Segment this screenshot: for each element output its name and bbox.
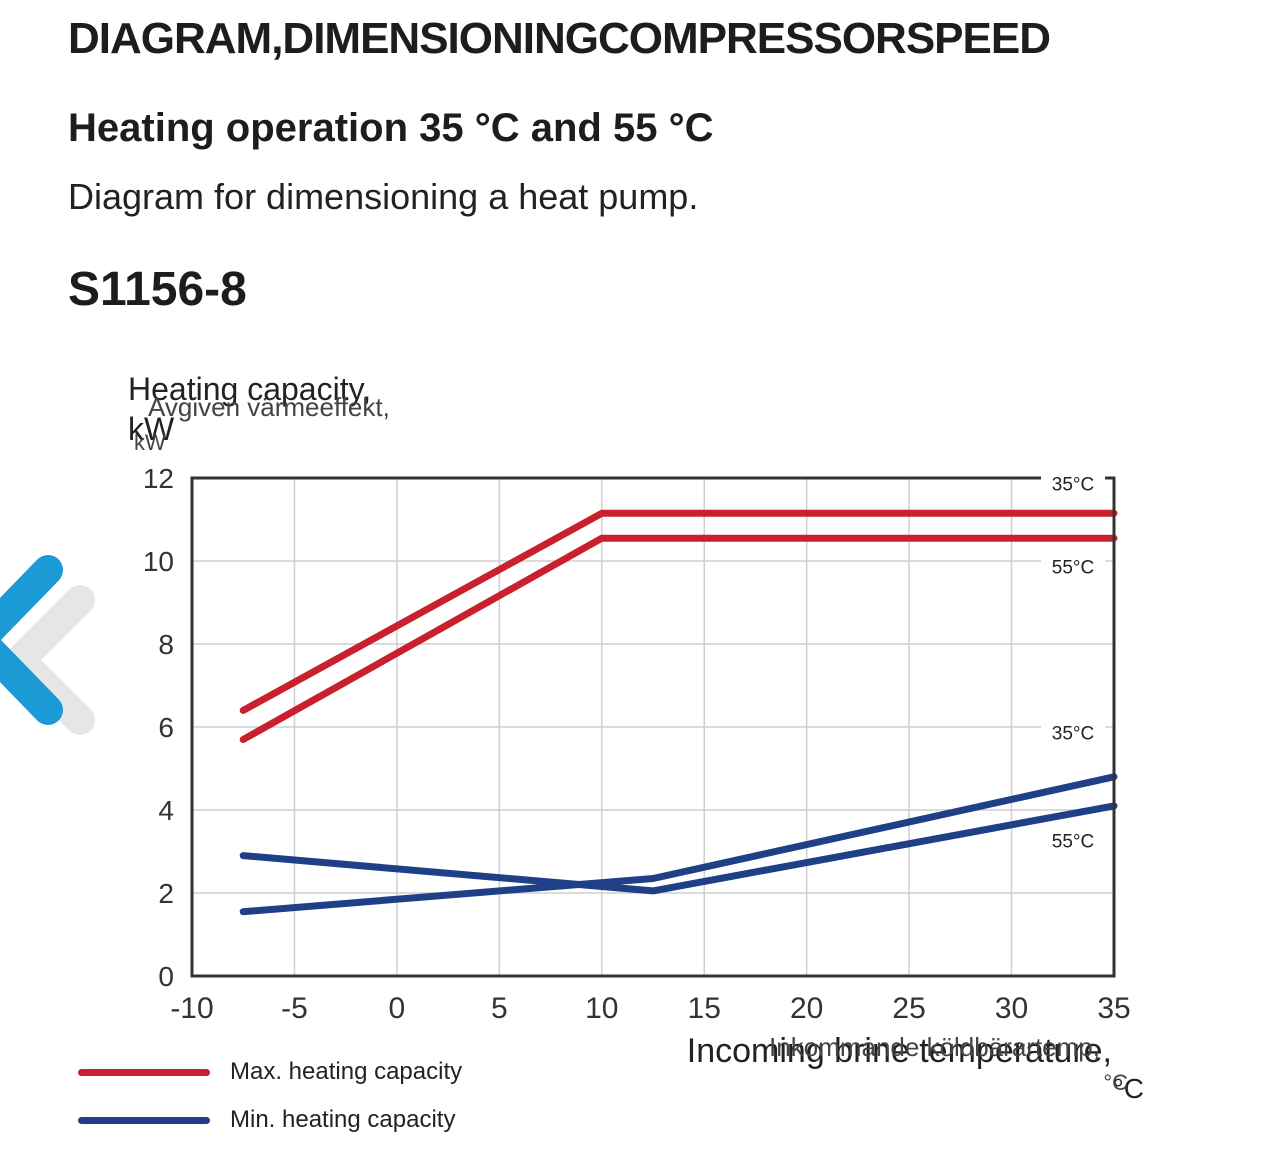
legend-label-min: Min. heating capacity bbox=[230, 1106, 456, 1133]
x-tick-label-6: 20 bbox=[790, 992, 823, 1025]
y-axis-unit-en: kW bbox=[128, 411, 175, 447]
model-title: S1156-8 bbox=[68, 263, 247, 316]
x-axis-unit-sv: °C bbox=[1103, 1070, 1128, 1095]
x-tick-label-1: -5 bbox=[281, 992, 308, 1025]
legend-swatch-min bbox=[78, 1116, 210, 1124]
y-tick-label-6: 12 bbox=[143, 463, 174, 494]
x-tick-label-3: 5 bbox=[491, 992, 508, 1025]
curve-label-2: 35°C bbox=[1052, 723, 1094, 744]
chevron-left-icon[interactable] bbox=[0, 540, 110, 780]
x-tick-label-5: 15 bbox=[688, 992, 721, 1025]
x-tick-label-0: -10 bbox=[170, 992, 213, 1025]
curve-label-1: 55°C bbox=[1052, 557, 1094, 578]
x-tick-label-9: 35 bbox=[1097, 992, 1130, 1025]
y-tick-label-2: 4 bbox=[158, 795, 174, 826]
y-axis-unit-sv: kW bbox=[134, 430, 166, 455]
x-axis-unit-en: °C bbox=[1113, 1073, 1144, 1104]
series-line-max-1 bbox=[239, 534, 1118, 743]
x-tick-label-4: 10 bbox=[585, 992, 618, 1025]
series-line-min-2 bbox=[239, 773, 1118, 916]
y-axis-label-sv: Avgiven värmeeffekt, bbox=[148, 392, 390, 422]
curve-label-bg-1 bbox=[1041, 553, 1106, 582]
series-line-min-3 bbox=[239, 802, 1118, 895]
series-line-max-0 bbox=[239, 509, 1118, 714]
x-axis-label-en: Incoming brine temperature, bbox=[687, 1032, 1112, 1070]
curve-label-0: 35°C bbox=[1052, 474, 1094, 495]
curve-label-bg-3 bbox=[1041, 827, 1106, 856]
y-axis-label-en: Heating capacity, bbox=[128, 371, 371, 407]
x-tick-label-8: 30 bbox=[995, 992, 1028, 1025]
x-axis-label-sv: Inkommande köldbärartemp, bbox=[769, 1032, 1100, 1062]
intro-text: Diagram for dimensioning a heat pump. bbox=[68, 176, 699, 217]
y-tick-label-0: 0 bbox=[158, 961, 174, 992]
curve-label-bg-0 bbox=[1041, 470, 1106, 499]
y-tick-label-5: 10 bbox=[143, 546, 174, 577]
curve-label-bg-2 bbox=[1041, 719, 1106, 748]
legend-label-max: Max. heating capacity bbox=[230, 1058, 463, 1085]
x-tick-label-2: 0 bbox=[389, 992, 406, 1025]
plot-frame bbox=[190, 476, 1116, 978]
legend-item-max: Max. heating capacity bbox=[78, 1057, 462, 1087]
legend-item-min: Min. heating capacity bbox=[78, 1105, 455, 1135]
curve-label-3: 55°C bbox=[1052, 831, 1094, 852]
legend-swatch-max bbox=[78, 1068, 210, 1076]
y-tick-label-3: 6 bbox=[158, 712, 174, 743]
y-tick-label-1: 2 bbox=[158, 878, 174, 909]
page-heading: DIAGRAM,DIMENSIONINGCOMPRESSORSPEED bbox=[68, 14, 1051, 63]
y-tick-label-4: 8 bbox=[158, 629, 174, 660]
section-title: Heating operation 35 °C and 55 °C bbox=[68, 106, 714, 150]
x-tick-label-7: 25 bbox=[892, 992, 925, 1025]
